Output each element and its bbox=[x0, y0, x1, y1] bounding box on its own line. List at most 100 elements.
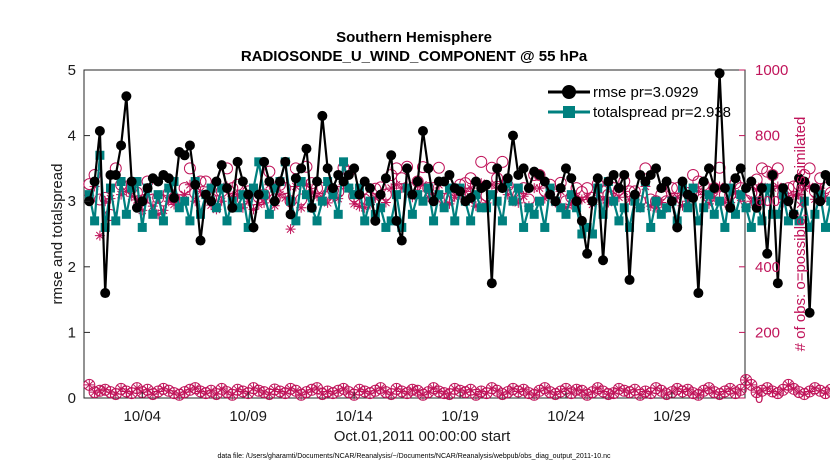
totalspread-point bbox=[651, 196, 661, 206]
rmse-point bbox=[619, 169, 630, 180]
rmse-point bbox=[222, 183, 233, 194]
totalspread-point bbox=[381, 222, 391, 232]
rmse-point bbox=[216, 160, 227, 171]
x-tick-label: 10/19 bbox=[441, 408, 479, 425]
obs-assimilated-low-marker bbox=[386, 389, 397, 400]
rmse-point bbox=[89, 176, 100, 187]
totalspread-point bbox=[164, 183, 174, 193]
obs-possible-marker bbox=[475, 155, 488, 168]
obs-assimilated-marker bbox=[116, 189, 127, 200]
obs-assimilated-low-marker bbox=[211, 389, 222, 400]
obs-assimilated-low-marker bbox=[131, 383, 142, 394]
obs-assimilated-marker bbox=[560, 202, 571, 213]
obs-assimilated-marker bbox=[94, 230, 105, 241]
obs-assimilated-marker bbox=[470, 201, 481, 212]
rmse-point bbox=[666, 196, 677, 207]
rmse-point bbox=[290, 173, 301, 184]
obs-assimilated-marker bbox=[566, 199, 577, 210]
rmse-point bbox=[762, 248, 773, 259]
obs-assimilated-low-marker bbox=[820, 388, 830, 399]
obs-assimilated-marker bbox=[693, 186, 704, 197]
obs-assimilated-low-marker bbox=[492, 385, 503, 396]
rmse-point bbox=[661, 176, 672, 187]
rmse-point bbox=[502, 173, 513, 184]
obs-assimilated-marker bbox=[703, 198, 714, 209]
obs-assimilated-low-marker bbox=[746, 379, 757, 390]
totalspread-point bbox=[572, 203, 582, 213]
obs-assimilated-low-marker bbox=[772, 388, 783, 399]
x-tick-label: 10/24 bbox=[547, 408, 585, 425]
obs-assimilated-marker bbox=[359, 202, 370, 213]
rmse-point bbox=[142, 183, 153, 194]
totalspread-point bbox=[625, 222, 635, 232]
obs-assimilated-marker bbox=[333, 193, 344, 204]
rmse-point bbox=[237, 176, 248, 187]
rmse-point bbox=[497, 183, 508, 194]
rmse-point bbox=[296, 163, 307, 174]
rmse-point bbox=[587, 196, 598, 207]
totalspread-point bbox=[344, 183, 354, 193]
x-tick-label: 10/09 bbox=[229, 408, 267, 425]
y-tick-label: 0 bbox=[68, 390, 76, 407]
rmse-point bbox=[772, 278, 783, 289]
totalspread-point bbox=[248, 183, 258, 193]
obs-assimilated-marker bbox=[179, 189, 190, 200]
totalspread-point bbox=[238, 190, 248, 200]
x-axis-label: Oct.01,2011 00:00:00 start bbox=[334, 428, 511, 445]
totalspread-point bbox=[402, 183, 412, 193]
totalspread-point bbox=[354, 183, 364, 193]
obs-assimilated-low-marker bbox=[560, 383, 571, 394]
obs-assimilated-low-marker bbox=[518, 384, 529, 395]
obs-assimilated-low-marker bbox=[778, 384, 789, 395]
obs-assimilated-marker bbox=[370, 192, 381, 203]
y2-tick-label: 1000 bbox=[755, 62, 788, 79]
totalspread-point bbox=[646, 222, 656, 232]
rmse-point bbox=[746, 176, 757, 187]
obs-assimilated-marker bbox=[380, 197, 391, 208]
totalspread-point bbox=[683, 203, 693, 213]
totalspread-point bbox=[264, 209, 274, 219]
x-tick-label: 10/14 bbox=[335, 408, 373, 425]
rmse-point bbox=[317, 110, 328, 121]
totalspread-point bbox=[365, 196, 375, 206]
obs-assimilated-low-marker bbox=[84, 379, 95, 390]
totalspread-point bbox=[301, 190, 311, 200]
rmse-point bbox=[592, 173, 603, 184]
rmse-point bbox=[365, 183, 376, 194]
totalspread-point bbox=[434, 190, 444, 200]
y2-axis-label: # of obs: o=possible; ×=assimilated bbox=[792, 117, 809, 352]
obs-assimilated-marker bbox=[709, 192, 720, 203]
rmse-point bbox=[232, 156, 243, 167]
totalspread-point bbox=[206, 183, 216, 193]
legend: rmse pr=3.0929 totalspread pr=2.938 bbox=[548, 84, 731, 121]
rmse-point bbox=[677, 176, 688, 187]
obs-assimilated-marker bbox=[121, 186, 132, 197]
obs-assimilated-marker bbox=[158, 205, 169, 216]
rmse-point bbox=[211, 176, 222, 187]
totalspread-point bbox=[254, 157, 264, 167]
y2-tick-label: 400 bbox=[755, 259, 780, 276]
obs-assimilated-marker bbox=[651, 202, 662, 213]
rmse-point bbox=[110, 169, 121, 180]
obs-assimilated-marker bbox=[306, 188, 317, 198]
obs-assimilated-low-marker bbox=[735, 384, 746, 395]
totalspread-point bbox=[699, 203, 709, 213]
totalspread-point bbox=[169, 177, 179, 187]
obs-assimilated-marker bbox=[449, 192, 460, 203]
rmse-point bbox=[703, 163, 714, 174]
tick-layer: 0 1 2 3 4 5 0 200 400 600 800 1000 10/04 10/09 10/14 10… bbox=[68, 62, 789, 425]
rmse-point bbox=[651, 163, 662, 174]
totalspread-point bbox=[730, 209, 740, 219]
rmse-point bbox=[100, 288, 111, 299]
obs-assimilated-low-marker bbox=[290, 385, 301, 396]
rmse-point bbox=[301, 143, 312, 154]
totalspread-point bbox=[519, 222, 529, 232]
obs-assimilated-low-marker bbox=[423, 387, 434, 398]
rmse-point bbox=[672, 222, 683, 233]
rmse-point bbox=[714, 68, 725, 79]
obs-assimilated-marker bbox=[613, 192, 624, 203]
obs-assimilated-low-marker bbox=[280, 388, 291, 399]
y-tick-label: 5 bbox=[68, 62, 76, 79]
obs-possible-marker bbox=[771, 162, 784, 175]
totalspread-point bbox=[132, 177, 142, 187]
